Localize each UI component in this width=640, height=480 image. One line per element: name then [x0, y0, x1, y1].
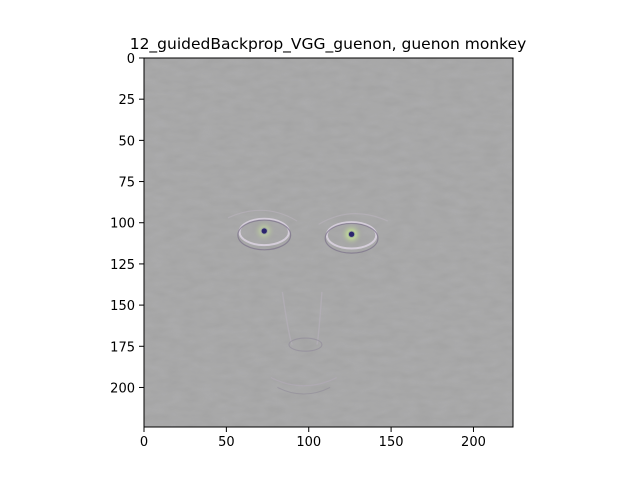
y-axis: 0 25 50 75 100 125 150 175 200	[110, 52, 144, 396]
saliency-image	[144, 58, 513, 427]
chin-line	[277, 387, 331, 395]
left-eye-pupil	[261, 228, 267, 234]
y-tick-label: 175	[110, 340, 135, 355]
right-brow	[318, 213, 389, 225]
mouth-line	[270, 376, 338, 387]
x-tick-label: 150	[379, 435, 404, 450]
chart-title: 12_guidedBackprop_VGG_guenon, guenon mon…	[130, 35, 527, 54]
y-tick-label: 150	[110, 299, 135, 314]
right-eye-outline	[325, 221, 378, 250]
nose-ridge	[281, 291, 323, 345]
y-tick-label: 200	[110, 381, 135, 396]
x-tick-label: 0	[140, 435, 148, 450]
image-texture	[144, 58, 513, 427]
right-eye-pupil	[348, 231, 355, 237]
y-tick-label: 50	[118, 134, 135, 149]
nostrils	[288, 337, 323, 352]
face-features	[227, 209, 389, 395]
y-tick-label: 100	[110, 217, 135, 232]
left-eye-outline	[238, 217, 290, 247]
x-tick-label: 100	[296, 435, 321, 450]
y-tick-label: 25	[118, 93, 135, 108]
x-axis: 0 50 100 150 200	[140, 427, 486, 450]
x-tick-label: 200	[461, 435, 486, 450]
y-tick-label: 0	[127, 52, 135, 67]
y-tick-label: 125	[110, 258, 135, 273]
y-tick-label: 75	[118, 176, 135, 191]
x-tick-label: 50	[218, 435, 235, 450]
left-brow	[227, 209, 298, 222]
axes-frame	[143, 57, 514, 428]
